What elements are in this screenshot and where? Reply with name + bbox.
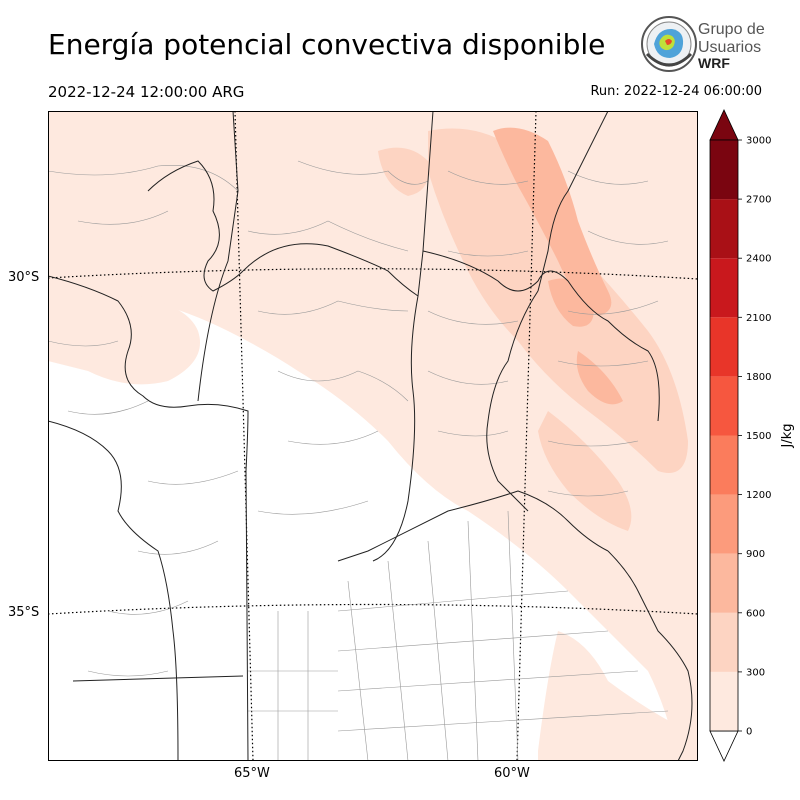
lon-label-65w: 65°W bbox=[234, 766, 270, 781]
graticule bbox=[48, 111, 698, 761]
logo-seal bbox=[641, 16, 697, 72]
colorbar-extend-max bbox=[709, 109, 739, 141]
colorbar-segment bbox=[710, 199, 738, 259]
colorbar-tick-label: 0 bbox=[746, 727, 752, 738]
map-title: Energía potencial convectiva disponible bbox=[48, 28, 606, 61]
grupo-usuarios-wrf-logo: Grupo de Usuarios WRF bbox=[638, 14, 768, 76]
colorbar-tick-label: 3000 bbox=[746, 136, 771, 147]
map-frame bbox=[48, 111, 698, 761]
colorbar-tick-label: 1500 bbox=[746, 431, 771, 442]
colorbar-segment bbox=[710, 494, 738, 554]
colorbar-extend-min bbox=[709, 730, 739, 762]
run-time: Run: 2022-12-24 06:00:00 bbox=[590, 84, 762, 99]
colorbar-tick-label: 1800 bbox=[746, 372, 771, 383]
colorbar-tick-label: 1200 bbox=[746, 490, 771, 501]
colorbar-svg: 0 300 600 900 1200 1500 1800 2100 2400 2700 3000 J/… bbox=[709, 109, 795, 762]
lat-label-35s: 35°S bbox=[8, 605, 40, 620]
logo-text-line3: WRF bbox=[698, 55, 730, 71]
colorbar-tick-label: 2400 bbox=[746, 254, 771, 265]
department-boundaries bbox=[48, 160, 669, 761]
colorbar-tick-label: 2100 bbox=[746, 313, 771, 324]
colorbar-tick-label: 2700 bbox=[746, 195, 771, 206]
colorbar-segment bbox=[710, 258, 738, 318]
colorbar-segment bbox=[710, 140, 738, 200]
cape-shading bbox=[48, 111, 698, 761]
colorbar-tick-label: 300 bbox=[746, 667, 765, 678]
colorbar-tick-label: 600 bbox=[746, 608, 765, 619]
lon-label-60w: 60°W bbox=[494, 766, 530, 781]
colorbar: 0 300 600 900 1200 1500 1800 2100 2400 2700 3000 J/… bbox=[705, 105, 795, 770]
coastline bbox=[607, 550, 693, 761]
colorbar-segment bbox=[710, 671, 738, 731]
province-boundaries bbox=[48, 111, 660, 761]
colorbar-segment bbox=[710, 317, 738, 377]
valid-time: 2022-12-24 12:00:00 ARG bbox=[48, 83, 245, 101]
colorbar-segment bbox=[710, 612, 738, 672]
colorbar-segment bbox=[710, 376, 738, 436]
cape-map bbox=[48, 111, 698, 761]
colorbar-segment bbox=[710, 435, 738, 495]
logo-text-line2: Usuarios bbox=[698, 39, 761, 56]
colorbar-tick-label: 900 bbox=[746, 549, 765, 560]
colorbar-unit-label: J/kg bbox=[780, 424, 795, 449]
colorbar-segment bbox=[710, 553, 738, 613]
logo-text-line1: Grupo de bbox=[698, 21, 765, 38]
lat-label-30s: 30°S bbox=[8, 270, 40, 285]
